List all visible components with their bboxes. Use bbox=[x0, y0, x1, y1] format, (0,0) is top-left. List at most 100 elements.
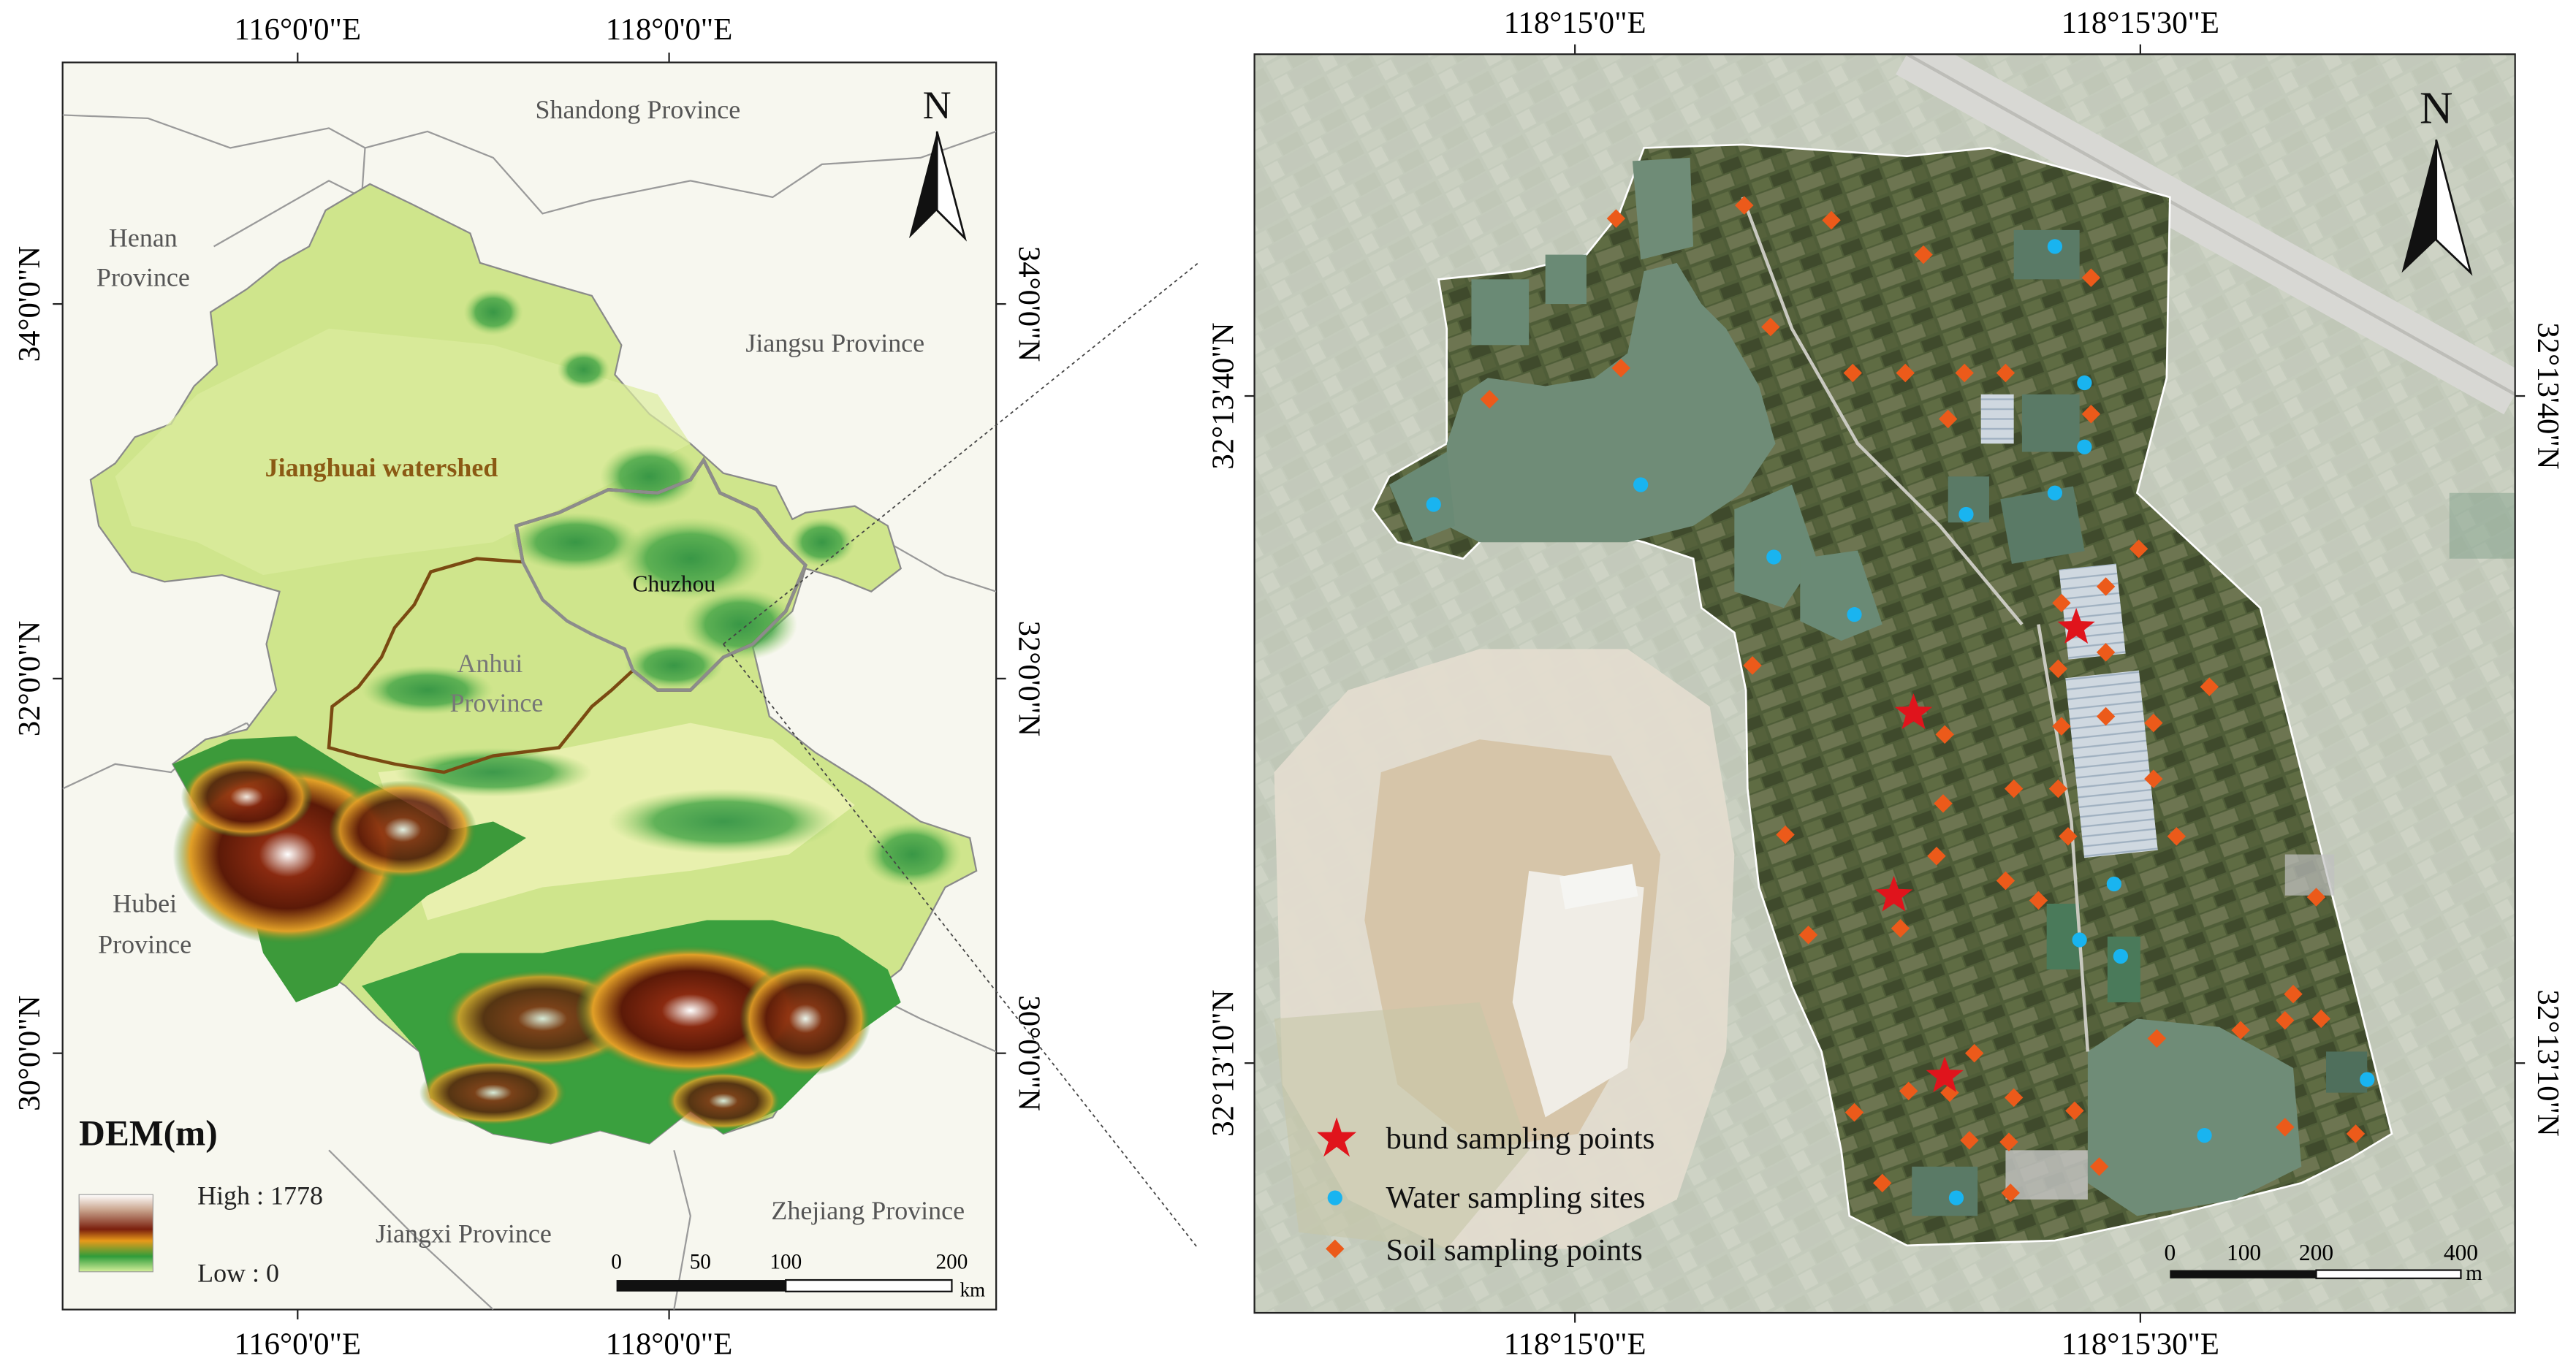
left-top-tick: 116°0'0"E bbox=[235, 12, 362, 47]
svg-text:N: N bbox=[923, 83, 951, 127]
water-sampling-point bbox=[2360, 1072, 2375, 1087]
left-map-panel: Shandong Province Henan Province Jiangsu… bbox=[12, 12, 1198, 1361]
svg-text:N: N bbox=[2420, 83, 2452, 134]
soil-sampling-point bbox=[1996, 871, 2015, 891]
right-scale-bar: 0 100 200 400 m bbox=[2164, 1240, 2482, 1285]
left-bottom-tick: 116°0'0"E bbox=[235, 1327, 362, 1361]
soil-sampling-point bbox=[2144, 769, 2163, 788]
label-hubei-1: Hubei bbox=[113, 888, 177, 918]
right-bottom-tick: 118°15'0"E bbox=[1504, 1327, 1646, 1361]
legend-soil-symbol bbox=[1326, 1239, 1345, 1259]
water-sampling-point bbox=[2077, 375, 2092, 391]
dem-low-label: Low : 0 bbox=[197, 1258, 279, 1287]
dem-high-label: High : 1778 bbox=[197, 1181, 323, 1211]
chuzhou-boundary bbox=[514, 457, 808, 692]
label-jiangsu: Jiangsu Province bbox=[745, 328, 924, 357]
svg-text:50: 50 bbox=[690, 1250, 711, 1273]
soil-sampling-point bbox=[2231, 1021, 2250, 1040]
map-legend: bund sampling points Water sampling site… bbox=[1317, 1117, 1654, 1268]
left-bottom-tick: 118°0'0"E bbox=[606, 1327, 733, 1361]
svg-text:0: 0 bbox=[2164, 1240, 2176, 1265]
right-map-panel: N bund sampling points Water sampling si… bbox=[1206, 6, 2565, 1361]
left-left-tick: 34°0'0"N bbox=[12, 246, 47, 362]
svg-text:100: 100 bbox=[770, 1250, 802, 1273]
label-henan-2: Province bbox=[96, 262, 190, 291]
water-sampling-point bbox=[2072, 932, 2087, 948]
soil-sampling-point bbox=[1964, 1043, 1984, 1063]
soil-sampling-point bbox=[1960, 1131, 1979, 1150]
left-right-tick: 30°0'0"N bbox=[1012, 995, 1046, 1111]
left-left-tick: 32°0'0"N bbox=[12, 621, 47, 737]
left-left-tick: 30°0'0"N bbox=[12, 995, 47, 1111]
water-sampling-point bbox=[1633, 477, 1649, 492]
water-sampling-point bbox=[1958, 506, 1974, 522]
soil-sampling-point bbox=[1611, 359, 1630, 378]
soil-sampling-point bbox=[1914, 245, 1933, 264]
label-anhui-2: Province bbox=[450, 688, 544, 717]
bund-sampling-points-layer bbox=[1874, 608, 2095, 1092]
soil-sampling-point bbox=[2001, 1184, 2020, 1203]
soil-sampling-point bbox=[1735, 196, 1754, 215]
soil-sampling-point bbox=[2200, 677, 2219, 696]
left-right-tick: 32°0'0"N bbox=[1012, 621, 1046, 737]
soil-sampling-point bbox=[2144, 713, 2163, 733]
label-hubei-2: Province bbox=[98, 929, 191, 959]
soil-sampling-point bbox=[1606, 209, 1626, 228]
connector-line bbox=[723, 644, 1198, 1249]
label-chuzhou: Chuzhou bbox=[633, 571, 716, 597]
svg-text:km: km bbox=[960, 1279, 985, 1301]
right-left-tick: 32°13'40"N bbox=[1206, 322, 1240, 469]
svg-text:200: 200 bbox=[936, 1250, 968, 1273]
label-anhui-1: Anhui bbox=[457, 649, 523, 678]
water-sampling-points-layer bbox=[1426, 239, 2375, 1205]
label-henan-1: Henan bbox=[109, 223, 178, 252]
label-watershed: Jianghuai watershed bbox=[265, 453, 498, 482]
left-scale-bar: 0 50 100 200 km bbox=[611, 1250, 985, 1300]
water-sampling-point bbox=[2106, 876, 2121, 892]
svg-text:0: 0 bbox=[611, 1250, 622, 1273]
bund-sampling-point bbox=[1874, 875, 1913, 912]
province-boundaries bbox=[62, 114, 997, 1310]
bund-sampling-point bbox=[2057, 608, 2095, 644]
right-top-tick: 118°15'30"E bbox=[2062, 6, 2219, 40]
right-right-tick: 32°13'40"N bbox=[2531, 322, 2565, 469]
left-right-tick: 34°0'0"N bbox=[1012, 246, 1046, 362]
soil-sampling-point bbox=[2129, 539, 2148, 558]
label-shandong: Shandong Province bbox=[535, 95, 740, 124]
bund-sampling-point bbox=[1894, 693, 1933, 729]
soil-sampling-point bbox=[2052, 593, 2071, 613]
water-sampling-point bbox=[1847, 607, 1862, 622]
water-sampling-point bbox=[1948, 1190, 1964, 1205]
legend-bund-label: bund sampling points bbox=[1386, 1121, 1655, 1156]
water-sampling-point bbox=[2113, 948, 2128, 964]
water-sampling-point bbox=[2047, 485, 2063, 500]
soil-sampling-point bbox=[2052, 717, 2071, 736]
svg-text:400: 400 bbox=[2444, 1240, 2478, 1265]
soil-sampling-point bbox=[1955, 363, 1974, 383]
water-sampling-point bbox=[2047, 239, 2063, 254]
water-sampling-point bbox=[2077, 439, 2092, 454]
right-top-tick: 118°15'0"E bbox=[1504, 6, 1646, 40]
soil-sampling-point bbox=[1996, 363, 2015, 383]
north-arrow-icon: N bbox=[2401, 83, 2473, 276]
dem-title: DEM(m) bbox=[79, 1113, 218, 1154]
soil-sampling-point bbox=[1934, 794, 1953, 813]
legend-soil-label: Soil sampling points bbox=[1386, 1233, 1643, 1268]
right-left-tick: 32°13'10"N bbox=[1206, 990, 1240, 1137]
water-sampling-point bbox=[2197, 1128, 2212, 1143]
right-right-tick: 32°13'10"N bbox=[2531, 990, 2565, 1137]
legend-water-label: Water sampling sites bbox=[1386, 1181, 1646, 1215]
svg-text:200: 200 bbox=[2299, 1240, 2333, 1265]
label-zhejiang: Zhejiang Province bbox=[771, 1196, 965, 1225]
connector-line bbox=[723, 262, 1198, 645]
bund-sampling-point bbox=[1926, 1056, 1964, 1092]
left-top-tick: 118°0'0"E bbox=[606, 12, 733, 47]
soil-sampling-point bbox=[1822, 210, 1841, 230]
right-bottom-tick: 118°15'30"E bbox=[2062, 1327, 2219, 1361]
legend-water-symbol bbox=[1327, 1190, 1342, 1205]
dem-color-ramp bbox=[78, 1194, 153, 1273]
legend-bund-symbol bbox=[1317, 1117, 1357, 1157]
svg-text:m: m bbox=[2466, 1262, 2482, 1285]
water-sampling-point bbox=[1426, 497, 1441, 512]
svg-text:100: 100 bbox=[2227, 1240, 2261, 1265]
